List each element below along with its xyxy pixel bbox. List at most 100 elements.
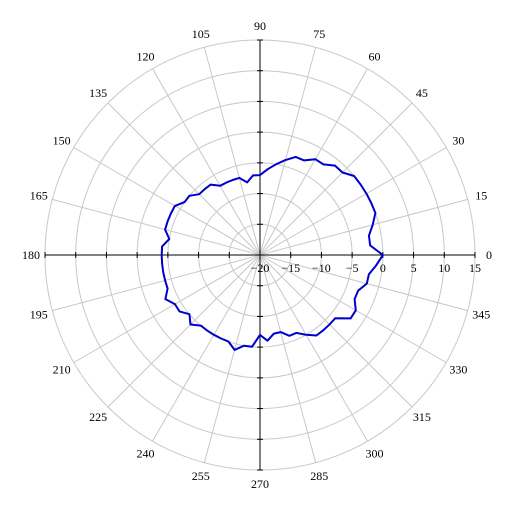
grid-spoke-4 bbox=[259, 68, 368, 256]
angle-tick-label-300: 300 bbox=[366, 446, 384, 460]
axes bbox=[45, 40, 475, 470]
grid-spokes bbox=[45, 40, 475, 470]
data-point-0-45 bbox=[189, 323, 192, 326]
data-point-0-71 bbox=[375, 264, 378, 267]
grid-spoke-9 bbox=[107, 102, 261, 256]
angle-tick-labels: 0153045607590105120135150165180195210225… bbox=[22, 19, 492, 491]
angle-tick-label-195: 195 bbox=[30, 307, 48, 321]
data-point-0-43 bbox=[178, 310, 181, 313]
data-point-0-14 bbox=[294, 156, 297, 158]
data-point-0-26 bbox=[203, 188, 206, 190]
angle-tick-label-225: 225 bbox=[89, 410, 107, 424]
data-point-0-59 bbox=[295, 332, 298, 334]
data-point-0-57 bbox=[279, 331, 282, 333]
data-point-0-18 bbox=[259, 174, 261, 176]
data-point-0-52 bbox=[243, 344, 245, 347]
data-point-0-8 bbox=[353, 175, 355, 177]
data-point-0-58 bbox=[288, 335, 291, 337]
data-point-0-44 bbox=[188, 313, 191, 316]
data-point-0-55 bbox=[266, 339, 269, 342]
data-point-0-70 bbox=[368, 273, 370, 276]
radial-tick-label-4: 0 bbox=[380, 261, 386, 275]
data-point-0-53 bbox=[251, 346, 253, 348]
data-point-0-62 bbox=[322, 329, 325, 332]
data-point-0-7 bbox=[359, 183, 362, 186]
data-point-0-33 bbox=[164, 228, 166, 231]
series-line-0 bbox=[160, 155, 384, 351]
data-point-0-69 bbox=[366, 282, 368, 285]
data-point-0-40 bbox=[166, 287, 169, 290]
series-group bbox=[160, 155, 384, 351]
grid-spoke-5 bbox=[259, 47, 317, 256]
angle-tick-label-270: 270 bbox=[251, 477, 269, 491]
data-point-0-67 bbox=[353, 298, 356, 300]
data-point-0-64 bbox=[334, 317, 337, 320]
data-point-0-38 bbox=[162, 271, 164, 273]
angle-tick-label-60: 60 bbox=[369, 50, 381, 64]
data-point-0-54 bbox=[259, 334, 261, 336]
data-point-0-1 bbox=[369, 244, 372, 247]
grid-spoke-19 bbox=[259, 254, 317, 463]
angle-tick-label-345: 345 bbox=[472, 307, 490, 321]
grid-spoke-16 bbox=[152, 254, 261, 442]
grid-spoke-2 bbox=[259, 147, 447, 256]
angle-tick-label-15: 15 bbox=[475, 189, 487, 203]
grid-spoke-13 bbox=[52, 254, 261, 312]
angle-tick-label-240: 240 bbox=[137, 446, 155, 460]
data-point-0-30 bbox=[174, 205, 176, 207]
data-point-0-37 bbox=[161, 262, 163, 265]
radial-tick-label-1: −15 bbox=[281, 261, 300, 275]
data-point-0-63 bbox=[328, 323, 331, 326]
data-point-0-27 bbox=[198, 193, 200, 195]
grid-spoke-10 bbox=[73, 147, 261, 256]
angle-tick-label-90: 90 bbox=[254, 19, 266, 33]
angle-tick-label-210: 210 bbox=[53, 363, 71, 377]
radial-tick-label-3: −5 bbox=[346, 261, 359, 275]
data-point-0-34 bbox=[168, 238, 171, 240]
angle-tick-label-330: 330 bbox=[449, 363, 467, 377]
data-point-0-5 bbox=[370, 202, 373, 204]
grid-spoke-1 bbox=[259, 198, 468, 256]
grid-spoke-15 bbox=[107, 254, 261, 408]
angle-tick-label-105: 105 bbox=[192, 27, 210, 41]
data-point-0-39 bbox=[164, 279, 166, 282]
radial-tick-label-6: 10 bbox=[438, 261, 450, 275]
angle-tick-label-30: 30 bbox=[452, 134, 464, 148]
data-point-0-22 bbox=[231, 179, 234, 181]
grid-spoke-21 bbox=[259, 254, 413, 408]
grid-spoke-8 bbox=[152, 68, 261, 256]
radial-tick-label-2: −10 bbox=[312, 261, 331, 275]
data-point-0-2 bbox=[368, 235, 370, 237]
data-point-0-4 bbox=[374, 212, 377, 214]
data-point-0-6 bbox=[365, 192, 368, 195]
data-point-0-32 bbox=[166, 220, 169, 223]
data-point-0-50 bbox=[227, 340, 230, 343]
data-point-0-31 bbox=[170, 212, 172, 215]
angle-tick-label-180: 180 bbox=[22, 248, 40, 262]
radial-tick-label-7: 15 bbox=[469, 261, 481, 275]
data-point-0-66 bbox=[355, 309, 357, 312]
grid-spoke-22 bbox=[259, 254, 447, 363]
grid-spoke-17 bbox=[203, 254, 261, 463]
axis-ticks bbox=[44, 39, 476, 471]
angle-tick-label-0: 0 bbox=[486, 248, 492, 262]
data-point-0-42 bbox=[174, 303, 176, 305]
grid-spoke-7 bbox=[203, 47, 261, 256]
grid-spoke-3 bbox=[259, 102, 413, 256]
data-point-0-68 bbox=[357, 289, 359, 292]
data-point-0-20 bbox=[246, 181, 248, 184]
angle-tick-label-75: 75 bbox=[313, 27, 325, 41]
data-point-0-61 bbox=[315, 334, 318, 337]
data-point-0-17 bbox=[266, 168, 269, 171]
data-point-0-12 bbox=[314, 158, 317, 160]
data-point-0-24 bbox=[219, 185, 221, 187]
radial-tick-label-0: −20 bbox=[251, 261, 270, 275]
data-point-0-10 bbox=[334, 164, 336, 167]
data-point-0-60 bbox=[305, 334, 307, 336]
data-point-0-46 bbox=[200, 324, 202, 327]
radial-tick-label-5: 5 bbox=[411, 261, 417, 275]
data-point-0-48 bbox=[213, 334, 215, 336]
data-point-0-25 bbox=[209, 183, 212, 186]
data-point-0-36 bbox=[160, 254, 163, 256]
